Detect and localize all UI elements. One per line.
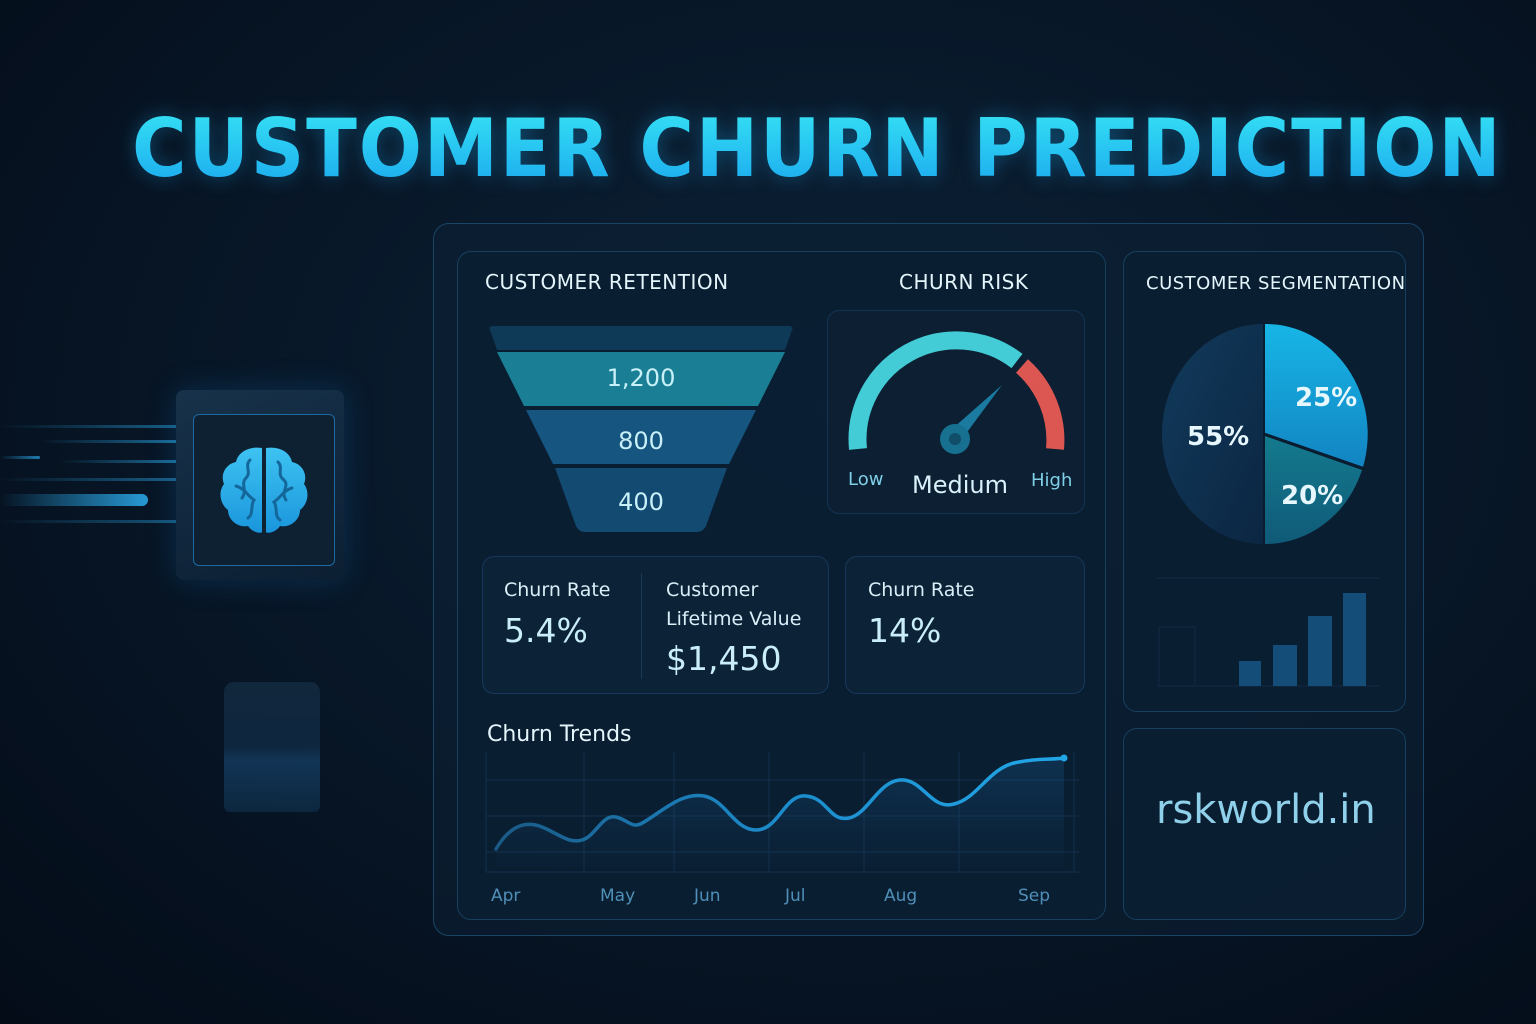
segmentation-title: CUSTOMER SEGMENTATION: [1146, 273, 1406, 294]
churn-trend-chart: [485, 752, 1079, 873]
main-panel: CUSTOMER RETENTION 1,200 800 400 CHURN R…: [457, 251, 1106, 920]
circuit-trace: [0, 425, 180, 428]
circuit-trace: [0, 494, 148, 506]
pie-label-20: 20%: [1281, 481, 1344, 511]
churn-rate-2-value: 14%: [868, 611, 942, 650]
gauge-icon: [848, 331, 1065, 454]
gauge-value-label: Medium: [912, 471, 1008, 499]
x-label-may: May: [600, 886, 636, 906]
metrics-card-1: Churn Rate 5.4% Customer Lifetime Value …: [482, 556, 829, 694]
x-label-jun: Jun: [694, 886, 721, 906]
churn-risk-title: CHURN RISK: [899, 270, 1029, 294]
page-title: CUSTOMER CHURN PREDICTION: [132, 102, 1503, 195]
divider: [641, 573, 642, 679]
trends-title: Churn Trends: [487, 722, 632, 747]
gauge-high-label: High: [1031, 470, 1073, 491]
churn-rate-value: 5.4%: [504, 611, 588, 650]
site-card: rskworld.in: [1123, 728, 1406, 920]
circuit-trace: [40, 440, 180, 443]
funnel-stage-1-value: 1,200: [606, 364, 676, 392]
clv-label-line1: Customer: [666, 579, 759, 601]
segmentation-panel: CUSTOMER SEGMENTATION 55% 25% 20%: [1123, 251, 1406, 712]
pie-label-55: 55%: [1187, 422, 1250, 452]
circuit-trace: [0, 456, 40, 459]
metrics-card-2: Churn Rate 14%: [845, 556, 1085, 694]
ai-chip: [176, 390, 344, 580]
x-label-jul: Jul: [785, 886, 806, 906]
segmentation-pie-chart: [1162, 322, 1368, 544]
x-label-aug: Aug: [884, 886, 918, 906]
ai-illustration: [0, 370, 420, 840]
site-link[interactable]: rskworld.in: [1156, 787, 1376, 833]
circuit-trace: [0, 520, 180, 523]
retention-funnel: 1,200 800 400: [486, 326, 796, 534]
x-label-sep: Sep: [1018, 886, 1051, 906]
x-label-apr: Apr: [491, 886, 521, 906]
clv-label-line2: Lifetime Value: [666, 608, 802, 630]
circuit-trace: [0, 478, 180, 481]
funnel-stage-3-value: 400: [618, 488, 664, 516]
gauge-low-label: Low: [848, 469, 884, 490]
circuit-trace: [60, 460, 180, 463]
segmentation-bar-chart: [1157, 577, 1379, 687]
brain-icon: [220, 447, 308, 533]
churn-risk-gauge: Low Medium High: [827, 310, 1085, 514]
server-device: [224, 682, 320, 812]
churn-rate-label: Churn Rate: [504, 579, 611, 601]
pie-label-25: 25%: [1295, 383, 1358, 413]
churn-rate-2-label: Churn Rate: [868, 579, 975, 601]
clv-value: $1,450: [666, 639, 782, 678]
funnel-stage-2-value: 800: [618, 427, 664, 455]
retention-title: CUSTOMER RETENTION: [485, 270, 729, 294]
